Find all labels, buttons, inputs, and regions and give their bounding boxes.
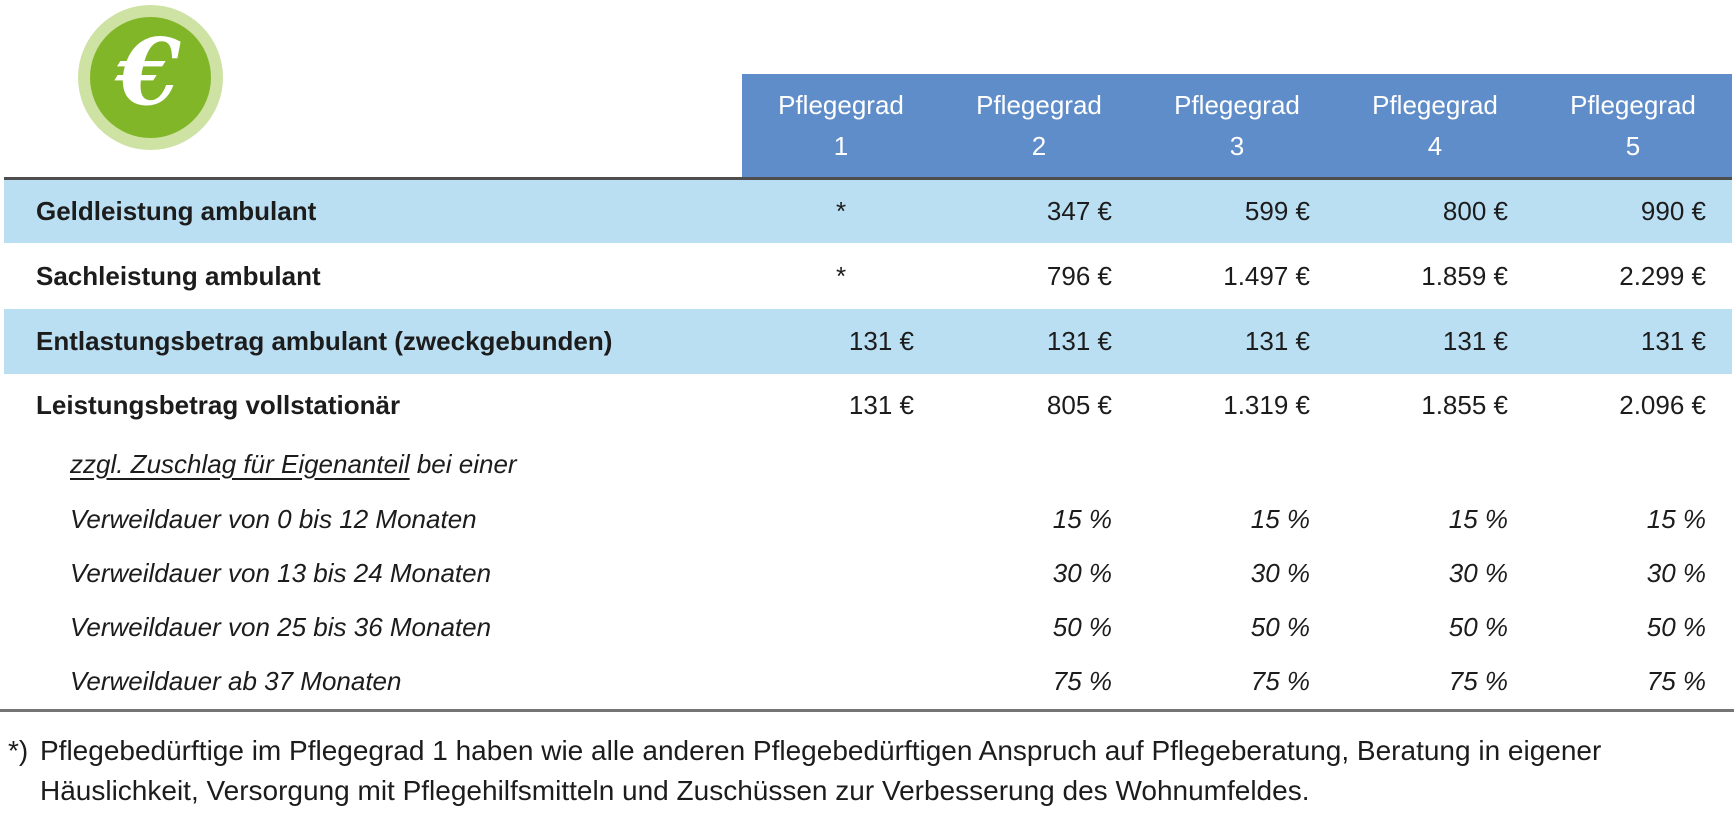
- value-cell: 1.497 €: [1223, 260, 1310, 291]
- table-bottom-rule: [0, 709, 1734, 712]
- value-cell: 131 €: [1046, 326, 1112, 356]
- column-header-pflegegrad-5: Pflegegrad 5: [1534, 74, 1732, 177]
- table-body: Geldleistung ambulant * 347 € 599 € 800 …: [4, 180, 1732, 709]
- value-cell: 599 €: [1244, 196, 1310, 226]
- column-header-number: 3: [1229, 131, 1245, 161]
- value-cell: 15 %: [1448, 503, 1508, 534]
- value-cell: 1.855 €: [1421, 389, 1508, 420]
- row-label: Verweildauer ab 37 Monaten: [70, 666, 402, 696]
- column-header-label: Pflegegrad: [778, 90, 904, 120]
- value-cell: 796 €: [1046, 260, 1112, 291]
- value-cell: 75 %: [1646, 666, 1706, 696]
- value-cell: 131 €: [1244, 326, 1310, 356]
- table-top-rule: [4, 177, 1732, 180]
- table-row-verweildauer-25-36: Verweildauer von 25 bis 36 Monaten 50 % …: [4, 600, 1732, 654]
- value-cell: 805 €: [1046, 389, 1112, 420]
- row-label: zzgl. Zuschlag für Eigenanteil bei einer: [4, 449, 742, 480]
- column-header-number: 4: [1427, 131, 1443, 161]
- column-header-row: Pflegegrad 1 Pflegegrad 2 Pflegegrad 3 P…: [742, 74, 1732, 177]
- column-header-label: Pflegegrad: [976, 90, 1102, 120]
- value-cell: *: [835, 196, 847, 226]
- value-cell: 75 %: [1448, 666, 1508, 696]
- footnote-marker: *): [8, 735, 29, 766]
- column-header-pflegegrad-1: Pflegegrad 1: [742, 74, 940, 177]
- value-cell: 1.859 €: [1421, 260, 1508, 291]
- value-cell: 131 €: [848, 389, 914, 420]
- row-label: Verweildauer von 25 bis 36 Monaten: [70, 611, 492, 642]
- column-header-pflegegrad-2: Pflegegrad 2: [940, 74, 1138, 177]
- row-label: Geldleistung ambulant: [36, 196, 317, 226]
- value-cell: 1.319 €: [1223, 389, 1310, 420]
- row-label-rest: bei einer: [409, 448, 517, 479]
- value-cell: 30 %: [1250, 557, 1310, 588]
- row-label: Verweildauer von 13 bis 24 Monaten: [70, 557, 492, 588]
- value-cell: 50 %: [1250, 611, 1310, 642]
- table-row-leistungsbetrag: Leistungsbetrag vollstationär 131 € 805 …: [4, 374, 1732, 436]
- table-row-sachleistung: Sachleistung ambulant * 796 € 1.497 € 1.…: [4, 243, 1732, 309]
- value-cell: 347 €: [1046, 196, 1112, 226]
- table-row-verweildauer-0-12: Verweildauer von 0 bis 12 Monaten 15 % 1…: [4, 492, 1732, 546]
- row-label: Entlastungsbetrag ambulant (zweckgebunde…: [36, 326, 613, 356]
- footnote-line-1: Pflegebedürftige im Pflegegrad 1 haben w…: [40, 735, 1602, 766]
- euro-currency-glyph: €: [116, 17, 181, 126]
- column-header-label: Pflegegrad: [1174, 90, 1300, 120]
- value-cell: 30 %: [1052, 557, 1112, 588]
- footnote-text: Pflegebedürftige im Pflegegrad 1 haben w…: [40, 731, 1601, 811]
- column-header-label: Pflegegrad: [1570, 90, 1696, 120]
- column-header-pflegegrad-3: Pflegegrad 3: [1138, 74, 1336, 177]
- table-row-verweildauer-ab-37: Verweildauer ab 37 Monaten 75 % 75 % 75 …: [4, 654, 1732, 709]
- value-cell: 50 %: [1448, 611, 1508, 642]
- column-header-number: 2: [1031, 131, 1047, 161]
- column-header-pflegegrad-4: Pflegegrad 4: [1336, 74, 1534, 177]
- column-header-number: 1: [833, 131, 849, 161]
- row-label: Verweildauer von 0 bis 12 Monaten: [70, 503, 477, 534]
- row-label-underlined-part: zzgl. Zuschlag für Eigenanteil: [70, 448, 410, 479]
- euro-icon-inner: €: [90, 17, 211, 138]
- value-cell: 131 €: [1442, 326, 1508, 356]
- value-cell: 800 €: [1442, 196, 1508, 226]
- value-cell: 30 %: [1448, 557, 1508, 588]
- value-cell: 50 %: [1646, 611, 1706, 642]
- table-row-geldleistung: Geldleistung ambulant * 347 € 599 € 800 …: [4, 180, 1732, 243]
- value-cell: 2.299 €: [1619, 260, 1706, 291]
- column-header-number: 5: [1625, 131, 1641, 161]
- value-cell: *: [835, 260, 847, 291]
- value-cell: 990 €: [1640, 196, 1706, 226]
- value-cell: 15 %: [1052, 503, 1112, 534]
- value-cell: 75 %: [1250, 666, 1310, 696]
- value-cell: 30 %: [1646, 557, 1706, 588]
- value-cell: 50 %: [1052, 611, 1112, 642]
- value-cell: 15 %: [1646, 503, 1706, 534]
- table-row-verweildauer-13-24: Verweildauer von 13 bis 24 Monaten 30 % …: [4, 546, 1732, 600]
- footnote: *) Pflegebedürftige im Pflegegrad 1 habe…: [8, 731, 1601, 811]
- row-label: Sachleistung ambulant: [36, 260, 321, 291]
- value-cell: 131 €: [848, 326, 914, 356]
- footnote-line-2: Häuslichkeit, Versorgung mit Pflegehilfs…: [40, 775, 1310, 806]
- row-label: Leistungsbetrag vollstationär: [36, 389, 401, 420]
- euro-icon: €: [78, 5, 223, 150]
- value-cell: 75 %: [1052, 666, 1112, 696]
- value-cell: 2.096 €: [1619, 389, 1706, 420]
- column-header-label: Pflegegrad: [1372, 90, 1498, 120]
- value-cell: 131 €: [1640, 326, 1706, 356]
- table-row-entlastungsbetrag: Entlastungsbetrag ambulant (zweckgebunde…: [4, 309, 1732, 374]
- table-row-zuschlag-eigenanteil: zzgl. Zuschlag für Eigenanteil bei einer: [4, 436, 1732, 492]
- value-cell: 15 %: [1250, 503, 1310, 534]
